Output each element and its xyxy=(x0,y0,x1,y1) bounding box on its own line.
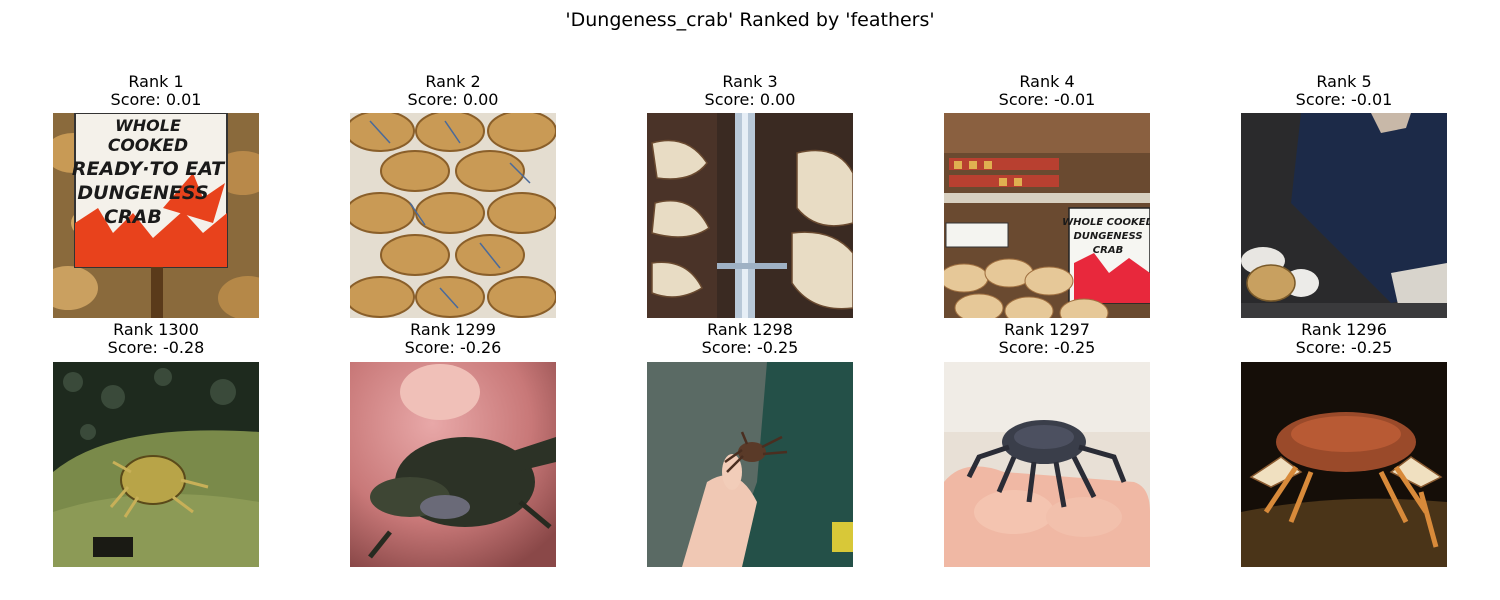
score-label: Score: -0.25 xyxy=(701,338,799,357)
crab-photo-crab-underwater xyxy=(53,362,259,567)
sign-text-line: DUNGENESS xyxy=(77,182,208,204)
score-label: Score: 0.00 xyxy=(407,90,499,109)
rank-label: Rank 1297 xyxy=(1004,320,1090,339)
score-label: Score: -0.01 xyxy=(998,90,1096,109)
sign-text-line: COOKED xyxy=(108,136,188,156)
score-label: Score: 0.01 xyxy=(110,90,202,109)
score-label: Score: -0.28 xyxy=(107,338,205,357)
crab-photo-market-stall: WHOLE COOKED DUNGENESS CRAB xyxy=(944,113,1150,318)
score-label: Score: -0.25 xyxy=(998,338,1096,357)
sign-text-line: CRAB xyxy=(1093,245,1123,256)
crab-photo-man-holding-crab xyxy=(1241,113,1447,318)
sign-text-line: DUNGENESS xyxy=(1073,231,1142,242)
crab-photo-crabs-on-ice xyxy=(350,113,556,318)
crab-photo-crab-on-fingertips xyxy=(944,362,1150,567)
crab-photo-small-crab-fingers xyxy=(647,362,853,567)
rank-label: Rank 4 xyxy=(1019,72,1075,91)
crab-photo-crab-in-hand-closeup xyxy=(350,362,556,567)
score-label: Score: -0.01 xyxy=(1295,90,1393,109)
rank-label: Rank 2 xyxy=(425,72,481,91)
rank-label: Rank 1 xyxy=(128,72,184,91)
sign-text-line: WHOLE xyxy=(115,116,181,135)
sign-text-line: CRAB xyxy=(104,206,162,228)
score-label: Score: 0.00 xyxy=(704,90,796,109)
score-label: Score: -0.25 xyxy=(1295,338,1393,357)
rank-label: Rank 5 xyxy=(1316,72,1372,91)
crab-photo-hanging-crabs xyxy=(647,113,853,318)
rank-label: Rank 1298 xyxy=(707,320,793,339)
figure-title: 'Dungeness_crab' Ranked by 'feathers' xyxy=(565,9,935,31)
rank-label: Rank 1296 xyxy=(1301,320,1387,339)
score-label: Score: -0.26 xyxy=(404,338,502,357)
sign-text-line: WHOLE COOKED xyxy=(1062,217,1150,228)
sign-text-line: READY·TO EAT xyxy=(72,158,226,180)
crab-photo-crab-on-sand-night xyxy=(1241,362,1447,567)
rank-label: Rank 1299 xyxy=(410,320,496,339)
rank-label: Rank 3 xyxy=(722,72,778,91)
crab-photo-market-sign: WHOLE COOKED READY·TO EAT DUNGENESS CRAB xyxy=(53,113,259,318)
rank-label: Rank 1300 xyxy=(113,320,199,339)
